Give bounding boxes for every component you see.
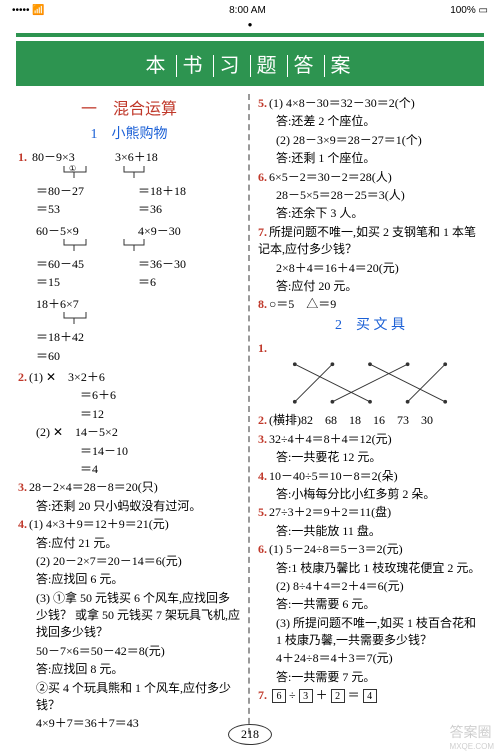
header-line [16, 33, 484, 37]
sub-title-1: 1 小熊购物 [18, 125, 240, 145]
footer: 218 [0, 724, 500, 745]
banner: 本书习题答案 [16, 41, 484, 86]
status-bar: ••••• 📶 8:00 AM 100% ▭ [0, 0, 500, 20]
matching-diagram [276, 358, 464, 408]
status-battery: 100% ▭ [450, 5, 488, 16]
bracket-row [18, 241, 240, 255]
status-time: 8:00 AM [229, 5, 266, 16]
bracket-row: ① [18, 168, 240, 182]
bracket-row [18, 314, 240, 328]
content: 一 混合运算 1 小熊购物 1. 80－9×3 3×6＋18 ① ＝80－27＝… [0, 86, 500, 734]
right-column: 5.(1) 4×8－30＝32－30＝2(个) 答:还差 2 个座位。 (2) … [250, 94, 482, 734]
sub-title-2: 2 买 文 具 [258, 316, 482, 336]
svg-text:①: ① [69, 164, 76, 173]
left-column: 一 混合运算 1 小熊购物 1. 80－9×3 3×6＋18 ① ＝80－27＝… [18, 94, 250, 734]
section-title: 一 混合运算 [18, 98, 240, 121]
status-left: ••••• 📶 [12, 5, 45, 16]
page-number: 218 [228, 724, 272, 745]
watermark: 答案圈 MXQE.COM [450, 722, 494, 751]
